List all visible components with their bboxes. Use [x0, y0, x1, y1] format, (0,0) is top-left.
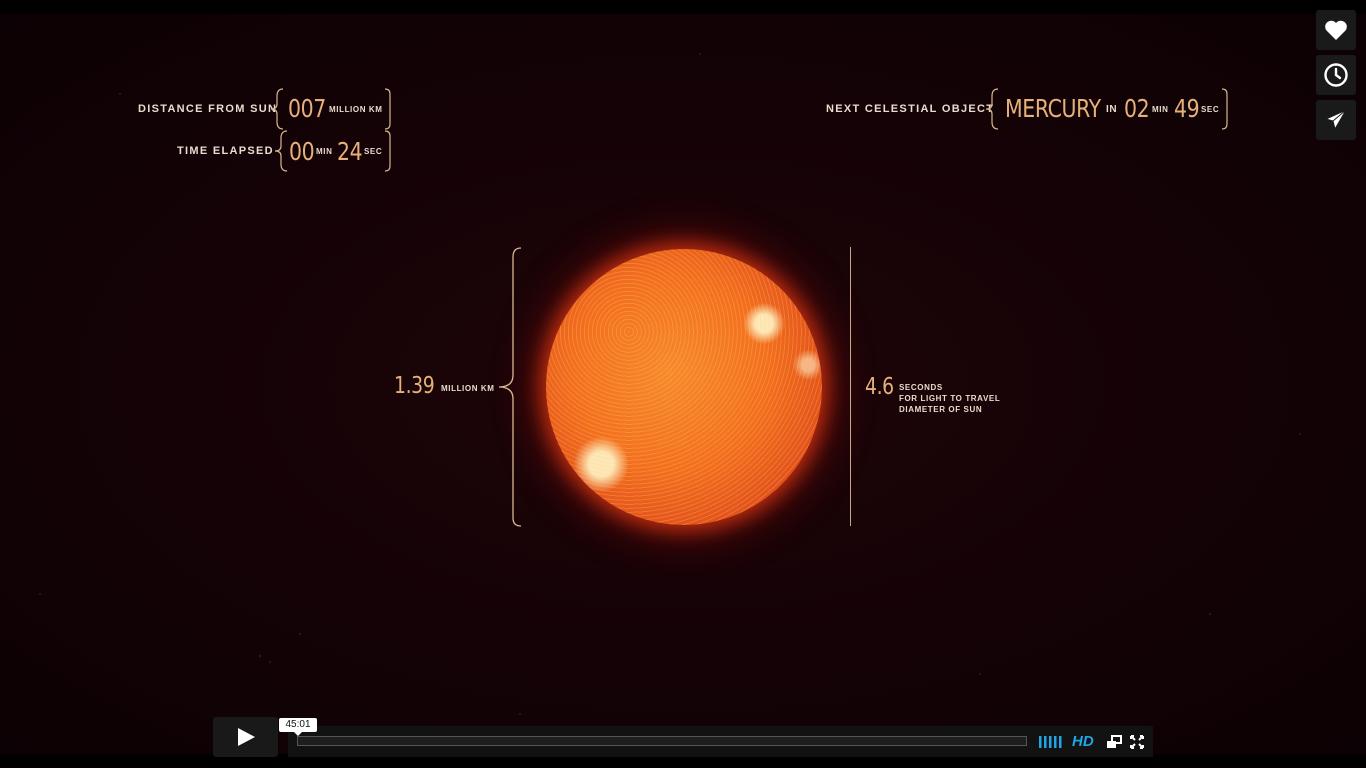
light-line-2: FOR LIGHT TO TRAVEL [899, 394, 1001, 403]
play-button[interactable] [213, 717, 278, 757]
time-minutes: 00 [289, 137, 315, 166]
next-brace-left [985, 88, 999, 130]
sun-texture [546, 249, 822, 525]
fullscreen-icon[interactable] [1130, 735, 1144, 749]
next-minutes: 02 [1124, 94, 1150, 123]
next-in-text: IN [1106, 104, 1118, 115]
progress-track[interactable] [297, 736, 1027, 746]
distance-label: DISTANCE FROM SUN [138, 103, 278, 115]
sun-image [546, 249, 822, 525]
hd-button[interactable]: HD [1072, 733, 1094, 750]
diameter-unit: MILLION KM [441, 384, 495, 393]
diameter-value: 1.39 [394, 373, 435, 399]
distance-unit: MILLION KM [329, 105, 383, 114]
time-brace-left [274, 130, 288, 172]
clock-icon [1324, 63, 1348, 87]
next-seconds: 49 [1174, 94, 1200, 123]
time-elapsed-label: TIME ELAPSED [177, 145, 274, 157]
light-divider [850, 247, 851, 526]
distance-value: 007 [288, 94, 326, 123]
light-line-1: SECONDS [899, 383, 943, 392]
time-min-unit: MIN [316, 147, 333, 156]
distance-brace-right [384, 88, 391, 130]
next-brace-right [1221, 88, 1228, 130]
watch-later-button[interactable] [1316, 55, 1356, 95]
heart-icon [1325, 20, 1347, 40]
time-sec-unit: SEC [364, 147, 383, 156]
time-seconds: 24 [337, 137, 363, 166]
next-object-name: MERCURY [1005, 94, 1101, 123]
play-icon [237, 728, 255, 746]
light-line-3: DIAMETER OF SUN [899, 405, 983, 414]
next-sec-unit: SEC [1201, 105, 1220, 114]
distance-brace-left [270, 88, 284, 130]
popout-icon[interactable] [1107, 735, 1122, 749]
next-min-unit: MIN [1152, 105, 1169, 114]
diameter-brace [498, 247, 522, 527]
like-button[interactable] [1316, 10, 1356, 50]
light-value: 4.6 [865, 374, 894, 400]
volume-bars-icon[interactable] [1039, 735, 1063, 749]
time-tooltip: 45:01 [279, 718, 317, 736]
paper-plane-icon [1324, 108, 1348, 131]
time-brace-right [384, 130, 391, 172]
next-object-label: NEXT CELESTIAL OBJECT [826, 103, 995, 115]
share-button[interactable] [1316, 100, 1356, 140]
